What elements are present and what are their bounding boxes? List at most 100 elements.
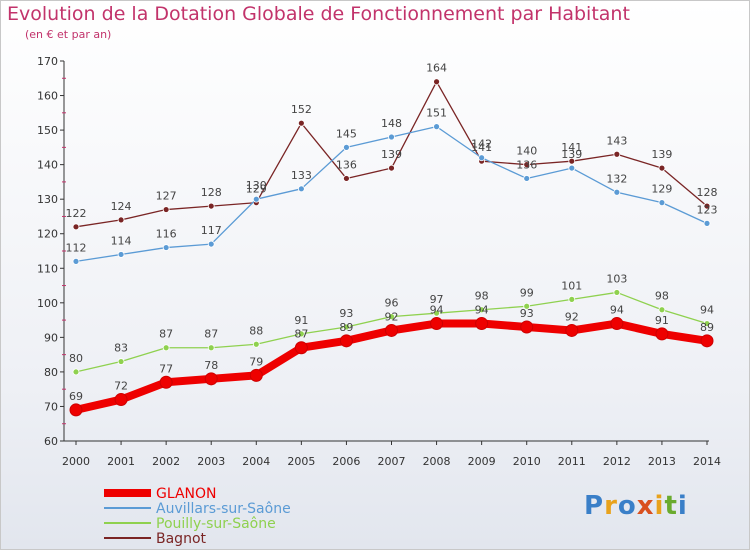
data-label: 94 (430, 304, 444, 317)
data-label: 88 (249, 324, 263, 337)
proxiti-logo: Proxiti (584, 491, 688, 521)
chart-title: Evolution de la Dotation Globale de Fonc… (7, 3, 630, 25)
data-label: 99 (520, 286, 534, 299)
data-label: 97 (430, 293, 444, 306)
data-label: 69 (69, 390, 83, 403)
logo-letter: i (677, 491, 688, 521)
data-label: 139 (381, 148, 402, 161)
data-point (523, 175, 531, 182)
legend-label: GLANON (156, 486, 217, 502)
x-tick-label: 2012 (603, 455, 631, 468)
x-tick-label: 2001 (107, 455, 135, 468)
data-point (703, 202, 711, 210)
data-label: 116 (156, 228, 177, 241)
data-label: 117 (201, 224, 222, 237)
data-point (520, 320, 534, 334)
data-point (430, 317, 444, 331)
data-point (252, 195, 260, 203)
data-label: 94 (475, 304, 489, 317)
data-point (72, 368, 80, 376)
y-tick-label: 120 (37, 228, 58, 241)
data-label: 91 (655, 314, 669, 327)
data-point (114, 393, 128, 407)
x-tick-label: 2003 (197, 455, 225, 468)
data-label: 143 (606, 134, 627, 147)
chart-subtitle: (en € et par an) (25, 28, 112, 41)
data-label: 96 (385, 297, 399, 310)
data-point (297, 330, 305, 338)
data-point (568, 164, 576, 172)
data-label: 94 (700, 304, 714, 317)
data-point (658, 164, 666, 172)
data-label: 145 (336, 127, 357, 140)
data-label: 151 (426, 107, 447, 120)
data-point (703, 219, 711, 227)
data-point (610, 317, 624, 331)
x-tick-label: 2002 (152, 455, 180, 468)
x-tick-label: 2008 (423, 455, 451, 468)
data-label: 87 (294, 328, 308, 341)
y-tick-label: 160 (37, 90, 58, 103)
data-point (385, 323, 398, 337)
data-point (159, 375, 173, 389)
data-point (207, 344, 215, 352)
data-point (117, 251, 125, 258)
y-tick-label: 170 (37, 55, 58, 68)
data-label: 83 (114, 342, 128, 355)
x-tick-label: 2014 (693, 455, 721, 468)
data-point (433, 78, 440, 86)
data-point (69, 403, 83, 417)
data-label: 93 (520, 307, 534, 320)
data-point (117, 216, 125, 224)
data-point (162, 206, 170, 213)
y-tick-label: 130 (37, 193, 58, 206)
data-point (613, 150, 621, 158)
data-point (388, 133, 395, 141)
x-tick-label: 2011 (558, 455, 586, 468)
logo-letter: i (654, 491, 665, 521)
data-label: 164 (426, 62, 447, 75)
data-label: 129 (246, 183, 267, 196)
x-tick-label: 2006 (332, 455, 360, 468)
data-point (568, 295, 576, 303)
data-point (294, 341, 308, 355)
data-label: 79 (249, 355, 263, 368)
data-point (433, 309, 440, 317)
data-point (523, 302, 531, 310)
y-tick-label: 100 (37, 297, 58, 310)
data-label: 101 (561, 279, 582, 292)
data-point (523, 161, 531, 169)
data-point (343, 175, 350, 182)
logo-letter: x (636, 491, 655, 521)
data-point (249, 368, 263, 382)
data-point (478, 306, 486, 314)
data-point (162, 344, 170, 352)
data-point (343, 143, 350, 151)
data-label: 127 (156, 190, 177, 203)
data-point (613, 289, 621, 296)
y-tick-label: 150 (37, 124, 58, 137)
data-label: 87 (159, 328, 173, 341)
data-label: 128 (201, 186, 222, 199)
data-label: 78 (204, 359, 218, 372)
data-point (162, 244, 170, 251)
data-point (565, 323, 579, 337)
data-label: 141 (561, 141, 582, 154)
logo-letter: o (617, 491, 637, 521)
data-label: 122 (66, 207, 87, 220)
legend-label: Bagnot (156, 531, 207, 547)
data-label: 94 (610, 304, 624, 317)
data-point (207, 202, 215, 210)
data-point (658, 306, 666, 314)
data-point (72, 223, 80, 231)
data-label: 89 (339, 321, 353, 334)
data-label: 89 (700, 321, 714, 334)
data-point (433, 123, 440, 131)
data-label: 114 (111, 234, 132, 247)
data-label: 139 (651, 148, 672, 161)
x-tick-label: 2009 (468, 455, 496, 468)
data-label: 128 (697, 186, 718, 199)
data-label: 136 (516, 158, 537, 171)
data-label: 136 (336, 158, 357, 171)
data-label: 98 (655, 290, 669, 303)
